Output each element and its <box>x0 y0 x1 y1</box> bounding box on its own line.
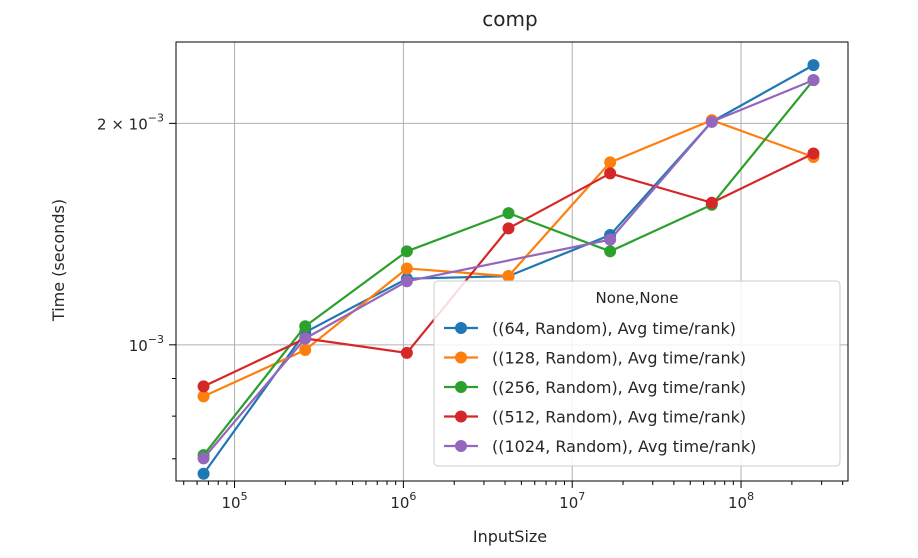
x-tick-label: 106 <box>390 490 416 512</box>
data-point <box>604 245 617 258</box>
data-point <box>705 115 718 128</box>
data-point <box>197 380 210 393</box>
legend-swatch-marker <box>455 440 467 452</box>
data-point <box>197 467 210 480</box>
data-point <box>502 207 515 220</box>
data-point <box>807 147 820 160</box>
legend-item: ((512, Random), Avg time/rank) <box>444 408 746 427</box>
legend-title: None,None <box>595 289 678 307</box>
data-point <box>502 270 515 283</box>
data-point <box>197 390 210 403</box>
data-point <box>400 346 413 359</box>
legend-item: ((128, Random), Avg time/rank) <box>444 349 746 368</box>
data-point <box>502 222 515 235</box>
data-point <box>400 245 413 258</box>
legend-item: ((256, Random), Avg time/rank) <box>444 378 746 397</box>
data-point <box>197 452 210 465</box>
x-tick-label: 108 <box>728 490 754 512</box>
legend-label: ((64, Random), Avg time/rank) <box>492 319 736 338</box>
series-lines <box>197 59 820 480</box>
series-4 <box>197 74 820 465</box>
y-axis: 2 × 10−3 10−3 <box>97 111 176 460</box>
data-point <box>299 320 312 333</box>
legend-label: ((128, Random), Avg time/rank) <box>492 349 746 368</box>
legend-label: ((1024, Random), Avg time/rank) <box>492 437 756 456</box>
legend-swatch-marker <box>455 351 467 364</box>
series-line <box>202 79 814 460</box>
data-point <box>705 196 718 209</box>
data-point <box>299 332 312 345</box>
legend-swatch-marker <box>455 381 467 393</box>
data-point <box>807 74 820 87</box>
data-point <box>299 343 312 356</box>
data-point <box>807 59 820 72</box>
legend-item: ((64, Random), Avg time/rank) <box>444 319 736 338</box>
legend-swatch-marker <box>455 322 467 334</box>
y-axis-label: Time (seconds) <box>49 199 68 322</box>
data-point <box>400 262 413 275</box>
data-point <box>604 233 617 246</box>
legend: None,None ((64, Random), Avg time/rank) ((… <box>433 280 841 467</box>
data-point <box>400 275 413 288</box>
data-point <box>604 167 617 180</box>
y-tick-label: 10−3 <box>129 333 164 355</box>
plot-frame <box>175 41 849 482</box>
chart-title: comp <box>482 7 537 31</box>
legend-box <box>433 280 841 467</box>
legend-item: ((1024, Random), Avg time/rank) <box>444 437 756 456</box>
x-axis: 105 106 107 108 <box>183 481 844 512</box>
x-axis-label: InputSize <box>473 527 547 546</box>
x-tick-label: 107 <box>559 490 585 512</box>
data-point <box>604 156 617 169</box>
y-tick-label: 2 × 10−3 <box>97 111 164 133</box>
x-tick-label: 105 <box>222 490 248 512</box>
legend-swatch-marker <box>455 410 467 423</box>
legend-label: ((256, Random), Avg time/rank) <box>492 378 746 397</box>
legend-label: ((512, Random), Avg time/rank) <box>492 408 746 427</box>
